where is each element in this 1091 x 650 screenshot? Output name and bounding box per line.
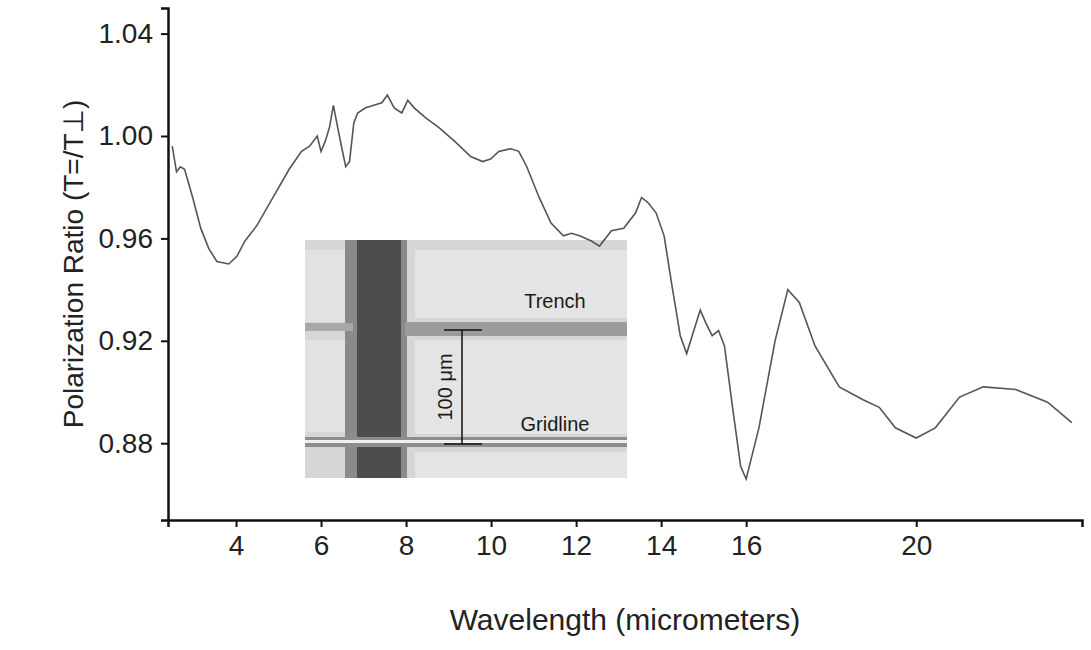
x-axis-title: Wavelength (micrometers) bbox=[450, 603, 801, 636]
y-tick-mark bbox=[161, 443, 168, 445]
y-tick: 0.92 bbox=[99, 325, 169, 356]
scale-bar-cap bbox=[444, 329, 482, 331]
inset-gridline bbox=[305, 440, 627, 443]
inset-label: 100 μm bbox=[434, 353, 456, 420]
x-tick-mark bbox=[406, 520, 408, 527]
x-axis: 4 6 8 10 12 14 16 20 bbox=[169, 520, 1083, 561]
inset-pane bbox=[415, 250, 627, 318]
y-tick-label: 0.88 bbox=[99, 428, 154, 459]
x-tick: 4 bbox=[229, 520, 245, 561]
y-tick-label: 0.96 bbox=[99, 223, 154, 254]
inset-trench bbox=[405, 322, 627, 336]
inset-trench bbox=[305, 323, 353, 331]
x-tick-mark bbox=[661, 520, 663, 527]
plot-area bbox=[172, 95, 1072, 479]
x-tick: 20 bbox=[901, 520, 932, 561]
series-line bbox=[172, 95, 1072, 479]
scale-bar-cap bbox=[444, 443, 482, 445]
x-tick: 14 bbox=[646, 520, 677, 561]
y-tick: 0.88 bbox=[99, 428, 169, 459]
x-tick-label: 4 bbox=[229, 530, 245, 561]
y-tick: 1.00 bbox=[99, 120, 169, 151]
x-tick: 10 bbox=[476, 520, 507, 561]
x-tick: 6 bbox=[314, 520, 330, 561]
inset-pane bbox=[305, 250, 345, 322]
y-axis: 0.88 0.92 0.96 1.00 1.04 bbox=[99, 9, 169, 521]
y-tick: 0.96 bbox=[99, 223, 169, 254]
y-tick: 1.04 bbox=[99, 18, 169, 49]
x-tick-mark bbox=[236, 520, 238, 527]
x-tick-label: 8 bbox=[399, 530, 415, 561]
y-axis-line bbox=[161, 9, 169, 521]
y-tick-label: 1.00 bbox=[99, 120, 154, 151]
inset-label: Gridline bbox=[521, 413, 590, 435]
x-tick-mark bbox=[576, 520, 578, 527]
x-tick-label: 10 bbox=[476, 530, 507, 561]
chart: Trench 100 μm Gridline 4 6 8 10 12 14 16 20 0.88 0.9… bbox=[0, 0, 1091, 650]
x-tick-label: 12 bbox=[561, 530, 592, 561]
x-tick-mark bbox=[491, 520, 493, 527]
x-tick-label: 14 bbox=[646, 530, 677, 561]
inset-gridline bbox=[305, 437, 627, 447]
x-tick-mark bbox=[746, 520, 748, 527]
x-tick-label: 20 bbox=[901, 530, 932, 561]
y-axis-title: Polarization Ratio (T=/T⊥) bbox=[58, 100, 89, 429]
y-tick-label: 0.92 bbox=[99, 325, 154, 356]
y-tick-mark bbox=[161, 136, 168, 138]
x-tick-label: 16 bbox=[731, 530, 762, 561]
y-tick-mark bbox=[161, 340, 168, 342]
y-tick-mark bbox=[161, 33, 168, 35]
x-tick: 16 bbox=[731, 520, 762, 561]
scale-bar bbox=[461, 330, 463, 444]
inset-background bbox=[305, 240, 627, 478]
x-tick-mark bbox=[321, 520, 323, 527]
inset-label: Trench bbox=[524, 290, 586, 312]
y-tick-mark bbox=[161, 238, 168, 240]
x-tick-mark bbox=[916, 520, 918, 527]
inset: Trench 100 μm Gridline bbox=[305, 240, 627, 478]
x-tick: 8 bbox=[399, 520, 415, 561]
inset-pane bbox=[415, 452, 627, 478]
x-tick: 12 bbox=[561, 520, 592, 561]
y-tick-label: 1.04 bbox=[99, 18, 154, 49]
x-axis-line bbox=[169, 521, 1083, 528]
inset-pane bbox=[415, 340, 627, 434]
x-tick-label: 6 bbox=[314, 530, 330, 561]
inset-pane bbox=[305, 340, 345, 432]
